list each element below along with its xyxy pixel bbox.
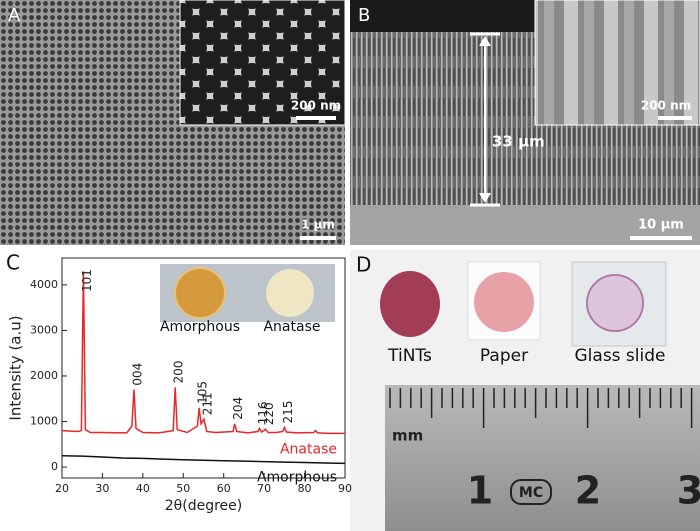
ruler-unit: mm — [392, 427, 423, 445]
ruler — [385, 385, 700, 531]
ruler-number: 2 — [575, 469, 601, 513]
y-tick-label: 3000 — [30, 323, 58, 336]
y-tick-label: 1000 — [30, 415, 58, 428]
peak-label: 105 — [196, 381, 210, 404]
legend-label: Amorphous — [257, 469, 337, 485]
peak-label: 101 — [80, 269, 94, 292]
panel-label: D — [356, 253, 371, 277]
ruler-number: 3 — [677, 469, 700, 513]
scale-label: 10 μm — [638, 218, 684, 233]
peak-label: 116 — [256, 401, 270, 424]
y-axis-label: Intensity (a.u) — [7, 315, 25, 420]
anatase-disc — [266, 269, 314, 317]
tints-sample — [380, 271, 440, 337]
y-tick-label: 2000 — [30, 369, 58, 382]
x-tick-label: 90 — [338, 482, 352, 495]
legend-label: Anatase — [280, 441, 337, 457]
y-tick-label: 0 — [51, 460, 58, 473]
peak-label: 215 — [281, 401, 295, 424]
inset-a — [179, 0, 346, 126]
ruler-brand: MC — [519, 485, 543, 501]
x-tick-label: 70 — [257, 482, 271, 495]
x-axis-label: 2θ(degree) — [165, 498, 242, 514]
y-tick-label: 4000 — [30, 278, 58, 291]
ruler-ticks — [389, 388, 693, 428]
inset-label: Anatase — [263, 319, 320, 335]
paper-spot — [474, 272, 534, 332]
peak-label: 004 — [130, 363, 144, 386]
peak-label: 204 — [231, 397, 245, 420]
brand-box — [510, 479, 552, 505]
series-line — [61, 271, 345, 435]
x-tick-label: 80 — [298, 482, 312, 495]
thickness-label: 33 μm — [492, 133, 545, 151]
sample-label: TiNTs — [387, 346, 432, 366]
inset-label: Amorphous — [160, 319, 240, 335]
peak-label: 200 — [172, 360, 186, 383]
amorphous-disc — [174, 267, 226, 319]
inset-b — [534, 0, 700, 126]
scale-label: 1 μm — [301, 218, 335, 232]
glass-spot — [586, 274, 644, 332]
x-tick-label: 30 — [95, 482, 109, 495]
x-tick-label: 40 — [136, 482, 150, 495]
panel-label: B — [358, 5, 370, 26]
x-tick-label: 50 — [176, 482, 190, 495]
scale-label: 200 nm — [641, 99, 691, 113]
sample-label: Paper — [480, 346, 528, 366]
ruler-number: 1 — [467, 469, 493, 513]
panel-label: C — [6, 251, 20, 275]
plot-frame — [61, 257, 346, 479]
peak-label: 211 — [200, 392, 214, 415]
sample-label: Glass slide — [575, 346, 666, 366]
series-line — [61, 454, 346, 465]
x-tick-label: 20 — [55, 482, 69, 495]
scale-label: 200 nm — [291, 99, 341, 113]
peak-label: 220 — [262, 402, 276, 425]
x-tick-label: 60 — [217, 482, 231, 495]
panel-label: A — [8, 5, 21, 26]
